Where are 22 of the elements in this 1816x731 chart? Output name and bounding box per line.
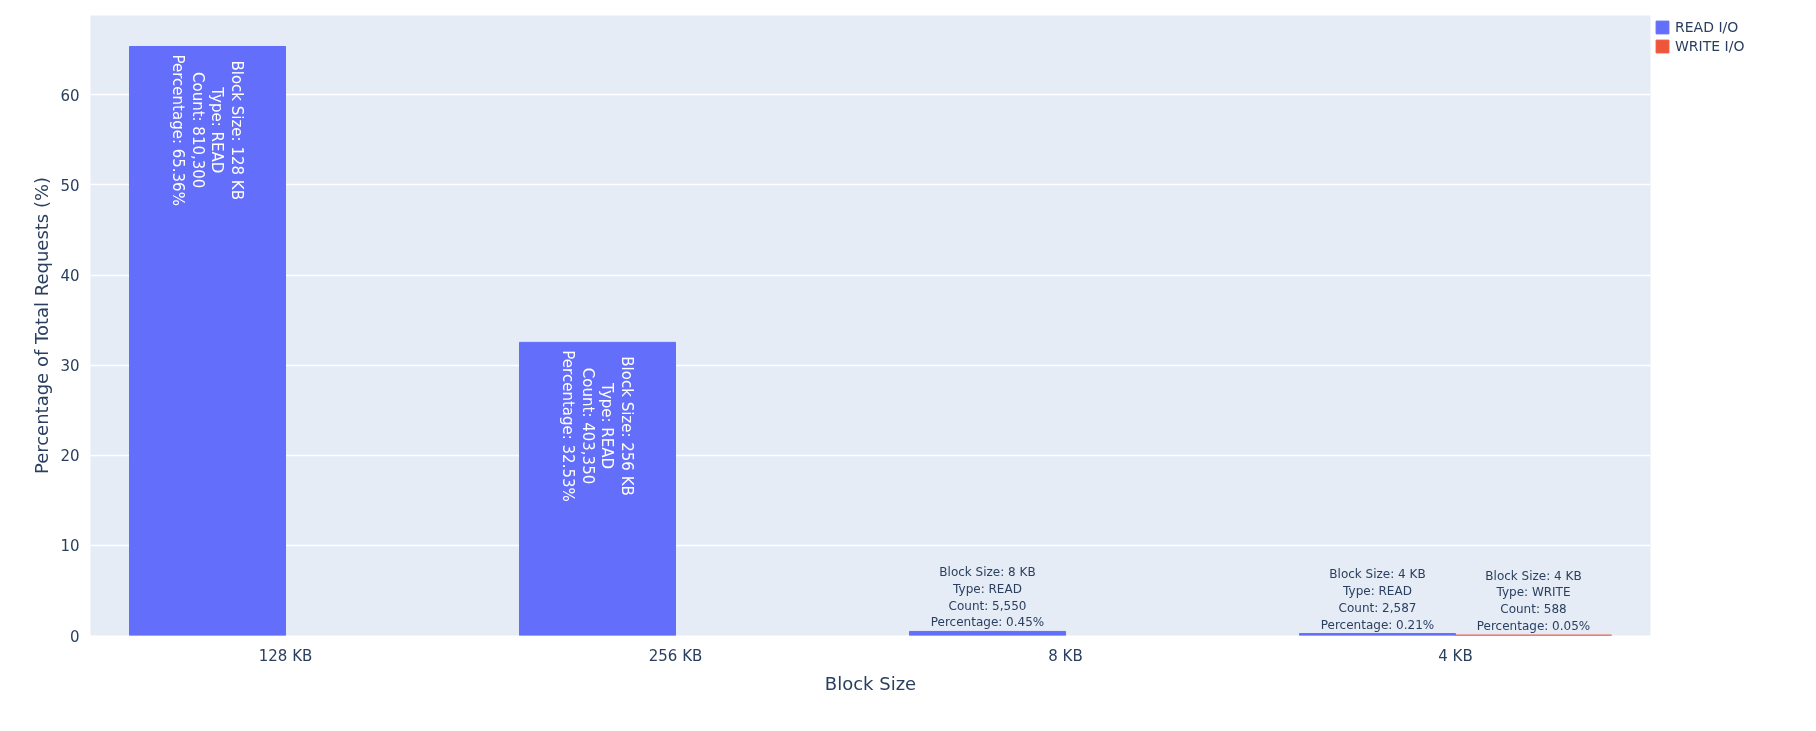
data-label: Block Size: 4 KB Type: READ Count: 2,587 Percentage: 0.21%	[1320, 567, 1435, 632]
bar	[519, 341, 676, 636]
x-tick-label: 4 KB	[1438, 646, 1473, 665]
data-label: Block Size: 128 KB Type: READ Count: 810,300 Percentage: 65.36%	[168, 54, 247, 206]
x-tick-label: 8 KB	[1048, 646, 1083, 665]
bar	[129, 46, 286, 636]
data-label: Block Size: 8 KB Type: READ Count: 5,550 Percentage: 0.45%	[930, 565, 1045, 630]
data-label: Block Size: 4 KB Type: WRITE Count: 588 Percentage: 0.05%	[1476, 568, 1591, 634]
legend-label: READ I/O	[1675, 19, 1739, 35]
y-tick-label: 20	[60, 447, 80, 466]
y-tick-label: 60	[60, 86, 80, 105]
legend-label: WRITE I/O	[1675, 38, 1745, 54]
data-label: Block Size: 256 KB Type: READ Count: 403,350 Percentage: 32.53%	[558, 350, 637, 502]
x-tick-label: 128 KB	[258, 646, 313, 665]
y-axis-title: Percentage of Total Requests (%)	[31, 176, 53, 475]
x-axis-title: Block Size	[824, 672, 917, 694]
y-tick-label: 0	[69, 627, 80, 646]
y-tick-label: 50	[60, 176, 80, 195]
y-tick-label: 40	[60, 267, 80, 286]
x-tick-label: 256 KB	[648, 646, 703, 665]
y-tick-label: 10	[60, 537, 80, 556]
y-tick-label: 30	[60, 357, 80, 376]
